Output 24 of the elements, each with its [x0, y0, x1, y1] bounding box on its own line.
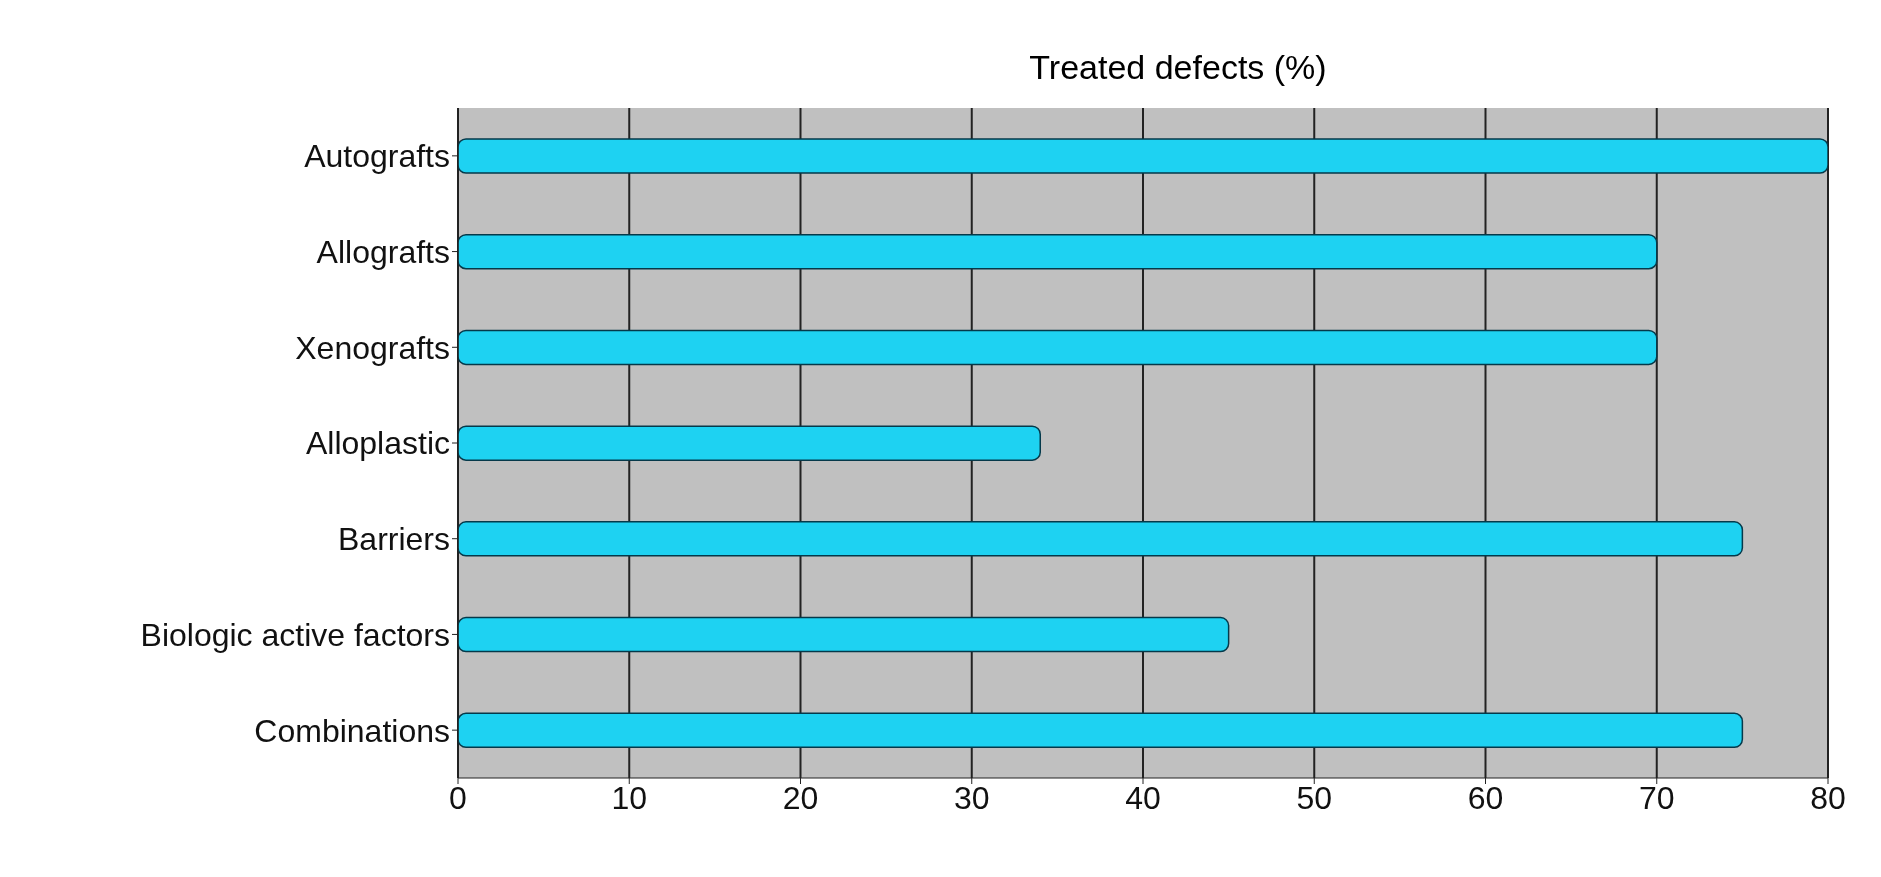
x-tick-label: 20: [782, 779, 819, 816]
x-tick-label: 30: [953, 779, 990, 816]
y-tick-label: Barriers: [337, 521, 450, 558]
y-tick-label: Biologic active factors: [140, 616, 450, 653]
y-tick-label: Combinations: [254, 712, 450, 749]
y-tick-label: Xenografts: [295, 329, 450, 366]
bar: [458, 712, 1744, 749]
bar: [458, 521, 1744, 557]
y-tick-label: Allografts: [316, 233, 450, 270]
y-tick-label: Alloplastic: [305, 425, 450, 462]
y-tick-label: Autografts: [304, 138, 450, 175]
x-tick-label: 10: [611, 779, 648, 816]
x-tick-label: 0: [449, 779, 467, 816]
x-tick-label: 80: [1810, 779, 1846, 816]
bar: [458, 329, 1658, 366]
x-tick-label: 50: [1296, 779, 1333, 816]
x-tick-label: 40: [1125, 779, 1161, 816]
x-tick-label: 70: [1638, 779, 1675, 816]
bar: [458, 138, 1828, 174]
x-tick-label: 60: [1467, 779, 1504, 816]
chart-title: Treated defects (%): [1028, 47, 1328, 88]
bar: [458, 616, 1230, 653]
bar: [458, 425, 1041, 461]
bar: [458, 233, 1658, 270]
